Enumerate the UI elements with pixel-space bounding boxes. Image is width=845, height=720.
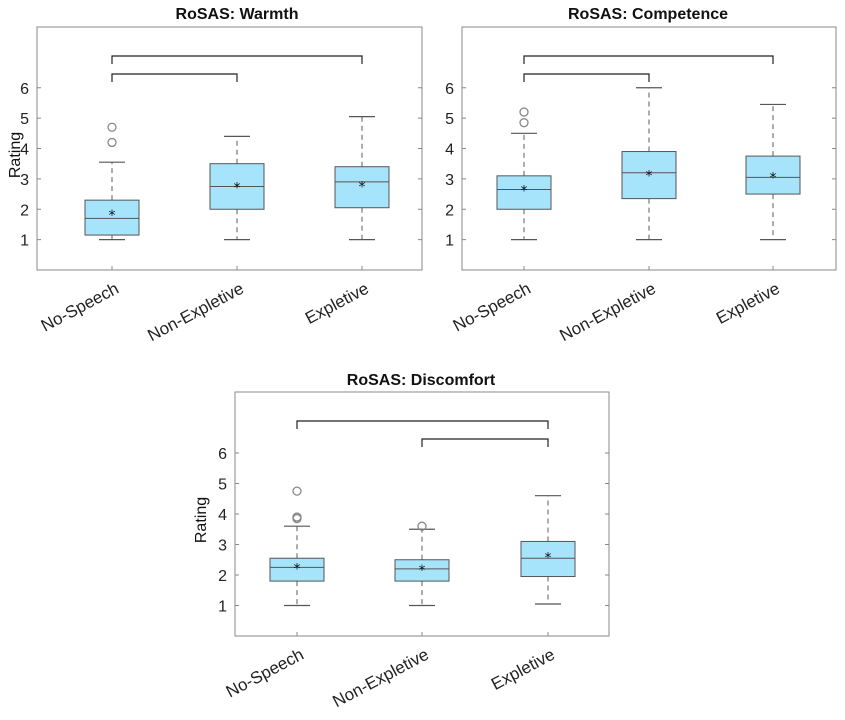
y-tick-label: 6: [218, 446, 227, 463]
iqr-box: [84, 199, 140, 236]
significance-bracket: [421, 438, 549, 447]
y-tick-label: 2: [218, 568, 227, 585]
box-expletive: *: [745, 103, 801, 241]
box-non-expletive: *: [394, 521, 450, 607]
y-tick-label: 2: [20, 202, 29, 219]
outlier-point: [519, 107, 529, 117]
significance-bracket: [111, 73, 238, 82]
mean-marker: *: [419, 563, 426, 579]
box-non-expletive: *: [621, 87, 677, 241]
outlier-point: [107, 122, 117, 132]
y-axis-label: Rating: [7, 132, 24, 178]
y-tick-label: 3: [20, 172, 29, 189]
mean-marker: *: [294, 561, 301, 577]
significance-bracket: [296, 420, 549, 429]
box-no-speech: *: [269, 486, 325, 607]
y-tick-label: 5: [20, 111, 29, 128]
chart-title: RoSAS: Discomfort: [347, 372, 496, 389]
chart-warmth: RoSAS: Warmth Rating 1 2 3 4 5 6 No-Speech Non-…: [7, 6, 423, 345]
x-tick-label: Non-Expletive: [330, 645, 432, 711]
iqr-box: [496, 175, 552, 210]
iqr-box: [394, 559, 450, 582]
x-tick-label: No-Speech: [38, 279, 122, 336]
outlier-point: [417, 521, 427, 531]
mean-marker: *: [109, 208, 116, 224]
x-tick-label: No-Speech: [450, 279, 534, 336]
y-tick-label: 2: [445, 202, 454, 219]
chart-title: RoSAS: Competence: [568, 6, 728, 23]
outlier-point: [107, 137, 117, 148]
mean-marker: *: [521, 184, 528, 200]
box-expletive: *: [334, 116, 390, 241]
mean-marker: *: [545, 551, 552, 567]
y-tick-label: 6: [445, 81, 454, 98]
x-tick-label: Expletive: [488, 645, 558, 694]
outlier-point: [292, 486, 302, 496]
x-tick-label: Non-Expletive: [557, 279, 659, 345]
iqr-box: [621, 151, 677, 200]
y-tick-label: 5: [445, 111, 454, 128]
box-non-expletive: *: [209, 135, 265, 241]
box-no-speech: *: [496, 107, 552, 241]
y-tick-label: 4: [218, 507, 227, 524]
y-tick-label: 6: [20, 81, 29, 98]
y-tick-label: 1: [218, 599, 227, 616]
significance-bracket: [523, 55, 774, 64]
box-expletive: *: [520, 495, 576, 605]
chart-competence: RoSAS: Competence 1 2 3 4 5 6 No-Speech Non-Exp…: [445, 6, 837, 345]
box-no-speech: *: [84, 122, 140, 241]
iqr-box: [269, 557, 325, 582]
y-tick-label: 4: [445, 142, 454, 159]
mean-marker: *: [234, 180, 241, 196]
y-tick-label: 5: [218, 477, 227, 494]
x-tick-label: Non-Expletive: [145, 279, 247, 345]
y-tick-label: 3: [218, 538, 227, 555]
chart-title: RoSAS: Warmth: [176, 6, 299, 23]
mean-marker: *: [770, 171, 777, 187]
x-tick-label: Expletive: [302, 279, 372, 328]
x-tick-label: Expletive: [713, 279, 783, 328]
y-tick-label: 4: [20, 142, 29, 159]
iqr-box: [520, 540, 576, 578]
y-tick-label: 1: [445, 233, 454, 250]
mean-marker: *: [359, 180, 366, 196]
iqr-box: [745, 155, 801, 195]
iqr-box: [334, 166, 390, 209]
y-axis-label: Rating: [193, 497, 210, 543]
outlier-point: [292, 512, 302, 522]
mean-marker: *: [646, 168, 653, 184]
outlier-point: [519, 118, 529, 128]
x-tick-label: No-Speech: [223, 645, 307, 702]
y-tick-label: 3: [445, 172, 454, 189]
significance-bracket: [523, 73, 650, 82]
significance-bracket: [111, 55, 363, 64]
chart-discomfort: RoSAS: Discomfort Rating 1 2 3 4 5 6 No-Speech…: [193, 372, 610, 711]
y-tick-label: 1: [20, 233, 29, 250]
